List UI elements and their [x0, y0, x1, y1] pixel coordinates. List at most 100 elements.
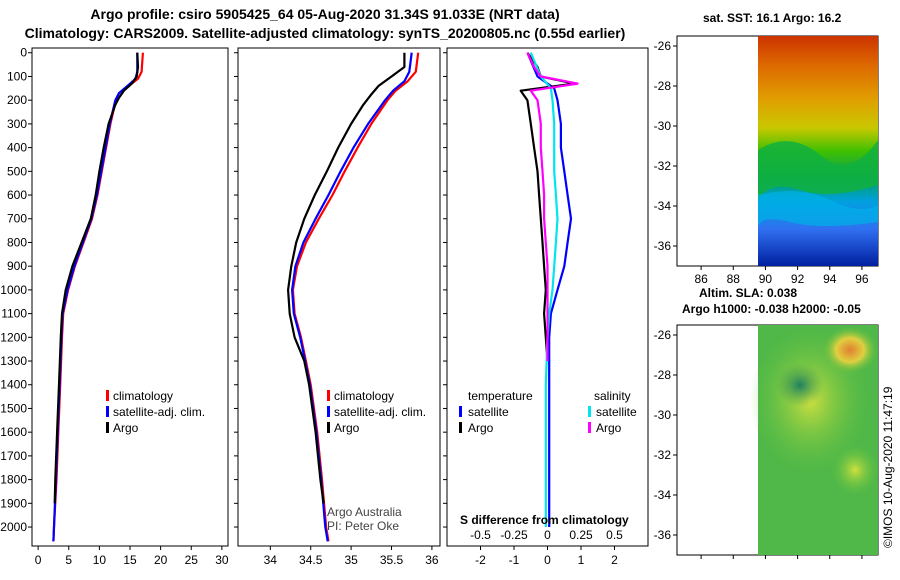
lat-tick-label: -28: [654, 79, 672, 93]
ytick-label: 1400: [0, 378, 27, 392]
xtick-label: 1: [578, 553, 585, 567]
legend-heading-temperature: temperature: [468, 389, 533, 403]
ytick-label: 2000: [0, 520, 27, 534]
lon-tick-label: 88: [727, 272, 741, 286]
ytick-label: 1500: [0, 401, 27, 415]
salinity-diff-axis: -0.5 -0.25 0 0.25 0.5: [470, 528, 623, 542]
legend-label-sal-satellite: satellite: [596, 405, 637, 419]
legend-difference-panel: temperature salinity satellite Argo sate…: [459, 389, 637, 435]
legend-label-argo: Argo: [113, 421, 139, 435]
xtick-label: 25: [185, 553, 199, 567]
lon-tick-label: 92: [791, 272, 805, 286]
difference-xlabel: S difference from climatology: [460, 513, 629, 527]
salinity-diff-tick-label: 0: [544, 528, 551, 542]
ytick-label: 1200: [0, 330, 27, 344]
lat-tick-label: -26: [654, 328, 672, 342]
xtick-label: 20: [154, 553, 168, 567]
xtick-label: 2: [611, 553, 618, 567]
ytick-label: 100: [7, 69, 27, 83]
ytick-label: 300: [7, 117, 27, 131]
ytick-label: 0: [20, 46, 27, 60]
salinity-diff-tick-label: -0.5: [470, 528, 491, 542]
lat-tick-label: -30: [654, 119, 672, 133]
legend-swatch-argo: [327, 422, 330, 433]
ytick-label: 1300: [0, 354, 27, 368]
xtick-label: 34: [264, 553, 278, 567]
difference-panel: -2 -1 0 1 2: [475, 52, 618, 567]
legend-label-climatology: climatology: [334, 389, 394, 403]
ytick-label: 600: [7, 188, 27, 202]
lat-tick-label: -26: [654, 39, 672, 53]
legend-swatch-climatology: [106, 390, 109, 401]
lon-tick-label: 94: [823, 272, 837, 286]
ytick-label: 200: [7, 93, 27, 107]
xtick-label: 15: [123, 553, 137, 567]
series-line-argo: [287, 52, 406, 504]
lat-tick-label: -30: [654, 408, 672, 422]
lon-tick-label: 86: [694, 272, 708, 286]
xtick-label: 36: [425, 553, 439, 567]
salinity-diff-tick-label: 0.25: [569, 528, 593, 542]
sla-map: Altim. SLA: 0.038 Argo h1000: -0.038 h20…: [654, 286, 879, 559]
xtick-label: -2: [475, 553, 486, 567]
credit-line-2: PI: Peter Oke: [327, 519, 399, 533]
lon-tick-label: 96: [855, 272, 869, 286]
lat-tick-label: -32: [654, 159, 672, 173]
salinity-panel: 34 34.5 35 35.5 36: [264, 52, 439, 567]
sst-map-title: sat. SST: 16.1 Argo: 16.2: [703, 11, 842, 25]
title-line-2: Climatology: CARS2009. Satellite-adjuste…: [24, 25, 626, 41]
ytick-label: 1700: [0, 449, 27, 463]
series-line-argo: [53, 52, 140, 504]
sst-cyan-band: [758, 191, 878, 228]
ytick-label: 1100: [1, 307, 27, 321]
imos-watermark: ©IMOS 10-Aug-2020 11:47:19: [881, 386, 895, 548]
ytick-label: 1800: [0, 473, 27, 487]
sla-map-title: Altim. SLA: 0.038: [699, 286, 797, 300]
sla-map-axes: -26 -28 -30 -32 -34 -36: [654, 328, 863, 559]
h-map-title: Argo h1000: -0.038 h2000: -0.05: [682, 302, 861, 316]
sst-green-tongue: [758, 140, 878, 200]
series-line-satellite-adj-clim-: [52, 52, 139, 542]
ytick-label: 700: [7, 212, 27, 226]
sst-map: sat. SST: 16.1 Argo: 16.2 -26 -28 -30 -32 -3…: [654, 11, 879, 286]
salinity-diff-tick-label: -0.25: [500, 528, 528, 542]
legend-label-temp-argo: Argo: [468, 421, 494, 435]
lat-tick-label: -32: [654, 448, 672, 462]
legend-label-sal-argo: Argo: [596, 421, 622, 435]
lat-tick-label: -34: [654, 488, 672, 502]
ytick-label: 500: [7, 164, 27, 178]
lon-tick-label: 90: [759, 272, 773, 286]
xtick-label: 35.5: [380, 553, 404, 567]
title-line-1: Argo profile: csiro 5905425_64 05-Aug-20…: [90, 6, 560, 22]
series-line-satellite-adj-clim-: [291, 52, 413, 542]
legend-swatch-sal-argo: [588, 422, 591, 433]
lat-tick-label: -36: [654, 528, 672, 542]
panel-temperature-frame: [31, 47, 229, 547]
xtick-label: 5: [65, 553, 72, 567]
sla-orange-eddy: [822, 326, 878, 374]
series-line-climatology: [291, 52, 420, 542]
sla-dark-eddy: [776, 363, 824, 407]
ytick-label: 800: [7, 235, 27, 249]
pressure-axis: 0 100 200 300 400 500 600 700 800 900 1000 1100 1200…: [0, 46, 447, 534]
legend-temperature-panel: climatology satellite-adj. clim. Argo: [106, 389, 205, 435]
panel-salinity-frame: [237, 47, 441, 547]
sla-yellow-eddy: [831, 444, 879, 496]
legend-swatch-satellite: [327, 406, 330, 417]
legend-swatch-temp-satellite: [459, 406, 462, 417]
ytick-label: 400: [7, 141, 27, 155]
legend-label-satellite: satellite-adj. clim.: [113, 405, 205, 419]
lat-tick-label: -28: [654, 368, 672, 382]
xtick-label: 10: [93, 553, 107, 567]
legend-swatch-temp-argo: [459, 422, 462, 433]
legend-swatch-sal-satellite: [588, 406, 591, 417]
temperature-panel: 0 5 10 15 20 25 30: [35, 52, 229, 567]
xtick-label: 0: [544, 553, 551, 567]
legend-swatch-satellite: [106, 406, 109, 417]
ytick-label: 900: [7, 259, 27, 273]
series-line-temperature-satellite: [526, 52, 573, 527]
lat-tick-label: -34: [654, 199, 672, 213]
xtick-label: 34.5: [299, 553, 323, 567]
legend-swatch-argo: [106, 422, 109, 433]
